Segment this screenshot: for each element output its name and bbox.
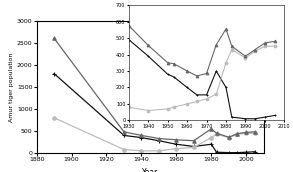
- Y-axis label: Amur tiger population: Amur tiger population: [9, 52, 14, 122]
- Russia: [227, 137, 231, 139]
- Russia: [175, 148, 178, 150]
- Legend: China, Russia, total: China, Russia, total: [139, 24, 174, 46]
- Russia: [140, 150, 143, 152]
- China: [122, 134, 126, 136]
- total: [140, 134, 143, 136]
- Russia: [209, 137, 213, 139]
- China: [157, 140, 161, 142]
- Line: China: China: [52, 72, 257, 154]
- China: [236, 152, 239, 154]
- China: [227, 152, 231, 154]
- total: [215, 132, 218, 134]
- total: [244, 131, 248, 133]
- total: [236, 133, 239, 135]
- China: [140, 137, 143, 139]
- China: [215, 151, 218, 153]
- Russia: [244, 132, 248, 134]
- China: [253, 151, 257, 153]
- total: [192, 140, 196, 142]
- China: [175, 143, 178, 145]
- China: [192, 146, 196, 148]
- Line: total: total: [52, 37, 257, 142]
- Russia: [215, 133, 218, 135]
- Russia: [122, 148, 126, 150]
- X-axis label: Year: Year: [142, 168, 158, 172]
- China: [52, 73, 56, 75]
- Russia: [253, 132, 257, 134]
- total: [253, 131, 257, 133]
- China: [209, 143, 213, 145]
- China: [244, 151, 248, 153]
- total: [209, 128, 213, 130]
- total: [122, 131, 126, 133]
- total: [52, 37, 56, 39]
- Russia: [236, 133, 239, 135]
- Russia: [192, 146, 196, 148]
- total: [157, 137, 161, 139]
- Russia: [52, 117, 56, 119]
- total: [227, 136, 231, 138]
- Line: Russia: Russia: [52, 116, 257, 153]
- Russia: [157, 150, 161, 152]
- total: [175, 139, 178, 141]
